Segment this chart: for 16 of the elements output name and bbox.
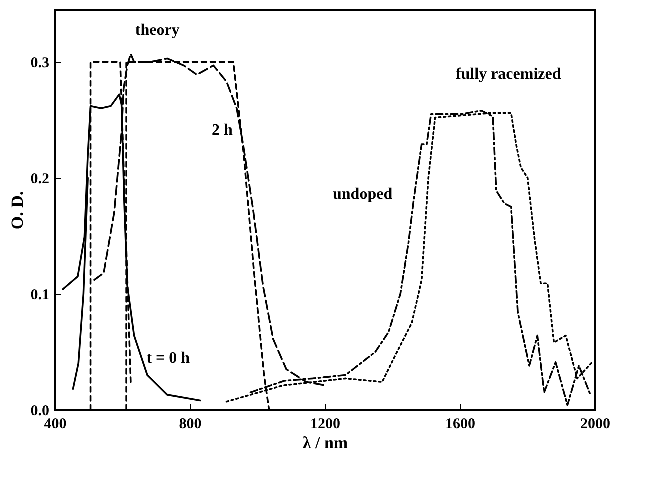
- annotation: fully racemized: [456, 66, 562, 83]
- x-tick-label: 800: [179, 416, 202, 432]
- x-tick-label: 2000: [580, 416, 610, 432]
- y-tick-label: 0.2: [30, 172, 50, 188]
- x-axis-title: λ / nm: [302, 434, 348, 452]
- x-tick-label: 400: [44, 416, 67, 432]
- annotation: t = 0 h: [146, 350, 190, 367]
- y-tick-label: 0.0: [30, 404, 50, 420]
- annotation: 2 h: [212, 122, 233, 139]
- x-tick-label: 1200: [310, 416, 340, 432]
- x-tick-label: 1600: [446, 416, 476, 432]
- y-axis-title: O. D.: [8, 191, 27, 230]
- y-tick-label: 0.3: [30, 56, 50, 72]
- annotation: theory: [135, 22, 180, 39]
- annotation: undoped: [333, 186, 393, 203]
- y-tick-label: 0.1: [30, 288, 50, 304]
